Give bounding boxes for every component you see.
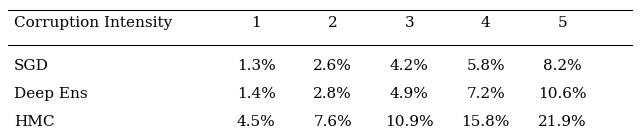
Text: 5: 5 xyxy=(557,16,567,30)
Text: 4.5%: 4.5% xyxy=(237,115,276,129)
Text: 8.2%: 8.2% xyxy=(543,59,582,73)
Text: 2.8%: 2.8% xyxy=(314,87,352,101)
Text: 2.6%: 2.6% xyxy=(314,59,352,73)
Text: 7.6%: 7.6% xyxy=(314,115,352,129)
Text: 21.9%: 21.9% xyxy=(538,115,586,129)
Text: 3: 3 xyxy=(404,16,414,30)
Text: HMC: HMC xyxy=(14,115,54,129)
Text: 5.8%: 5.8% xyxy=(467,59,505,73)
Text: 7.2%: 7.2% xyxy=(467,87,505,101)
Text: 1.3%: 1.3% xyxy=(237,59,276,73)
Text: 4.9%: 4.9% xyxy=(390,87,429,101)
Text: 1.4%: 1.4% xyxy=(237,87,276,101)
Text: 10.9%: 10.9% xyxy=(385,115,433,129)
Text: 1: 1 xyxy=(252,16,261,30)
Text: 4: 4 xyxy=(481,16,490,30)
Text: SGD: SGD xyxy=(14,59,49,73)
Text: 4.2%: 4.2% xyxy=(390,59,429,73)
Text: Corruption Intensity: Corruption Intensity xyxy=(14,16,172,30)
Text: 2: 2 xyxy=(328,16,338,30)
Text: 15.8%: 15.8% xyxy=(461,115,510,129)
Text: Deep Ens: Deep Ens xyxy=(14,87,88,101)
Text: 10.6%: 10.6% xyxy=(538,87,586,101)
